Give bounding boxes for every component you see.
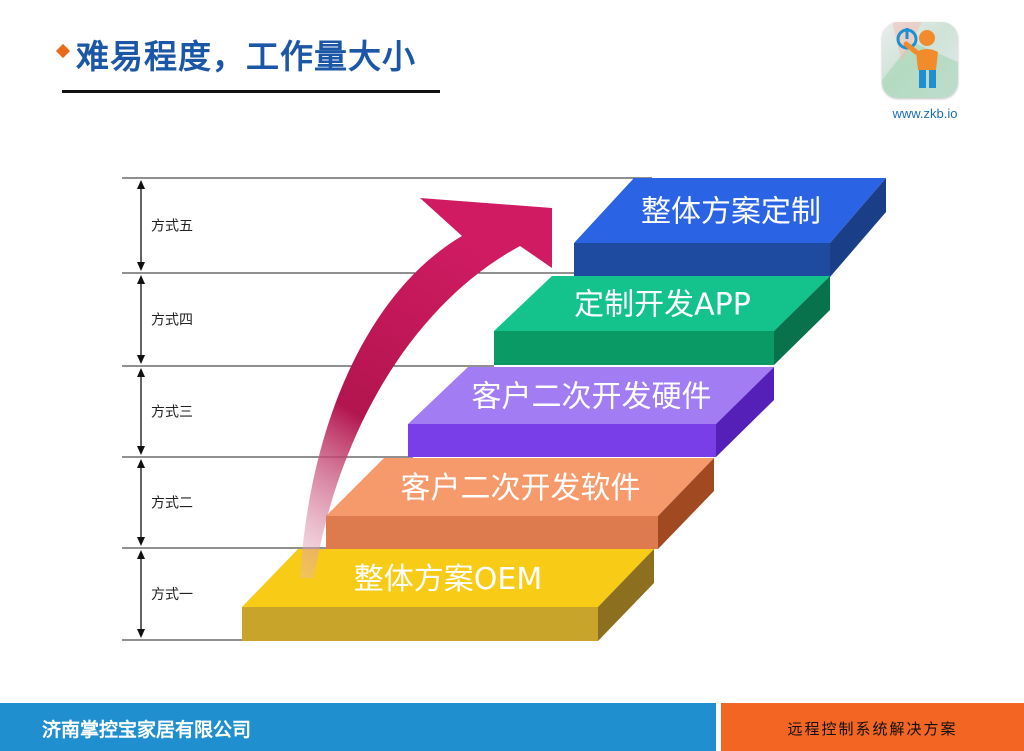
bracket-arrow-up-icon <box>137 550 145 559</box>
level-label: 方式二 <box>151 496 193 512</box>
step-front-face <box>242 607 598 641</box>
level-label: 方式三 <box>151 405 193 421</box>
step-label: 客户二次开发软件 <box>401 471 641 506</box>
bracket-arrow-up-icon <box>137 275 145 284</box>
step-top-face <box>494 276 830 331</box>
step-front-face <box>326 516 658 549</box>
level-label: 方式五 <box>151 219 193 235</box>
stair-step: 定制开发APP <box>494 276 830 365</box>
bracket-arrow-up-icon <box>137 459 145 468</box>
stair-step: 整体方案OEM <box>242 549 654 641</box>
bracket-arrow-down-icon <box>137 355 145 364</box>
step-side-face <box>658 458 714 549</box>
step-label: 整体方案OEM <box>354 562 542 597</box>
step-side-face <box>716 367 774 457</box>
logo-url: www.zkb.io <box>892 106 958 121</box>
bracket-arrow-down-icon <box>137 446 145 455</box>
bracket-arrow-down-icon <box>137 629 145 638</box>
step-front-face <box>408 424 716 457</box>
bracket-arrow-up-icon <box>137 368 145 377</box>
level-label: 方式四 <box>151 313 193 329</box>
company-name: 济南掌控宝家居有限公司 <box>42 719 252 741</box>
stair-step: 客户二次开发硬件 <box>408 367 774 457</box>
step-top-face <box>574 178 886 243</box>
step-label: 整体方案定制 <box>641 195 821 230</box>
step-top-face <box>326 458 714 516</box>
footer-tagline-bar: 远程控制系统解决方案 <box>721 703 1024 751</box>
title-underline <box>62 90 440 93</box>
stair-step: 客户二次开发软件 <box>326 458 714 549</box>
step-side-face <box>830 178 886 277</box>
stair-step: 整体方案定制 <box>574 178 886 277</box>
step-top-face <box>408 367 774 424</box>
step-top-face <box>242 549 654 607</box>
step-label: 定制开发APP <box>574 288 751 323</box>
tagline: 远程控制系统解决方案 <box>787 720 958 738</box>
bracket-arrow-down-icon <box>137 262 145 271</box>
step-front-face <box>574 243 830 277</box>
level-label: 方式一 <box>151 587 193 603</box>
step-front-face <box>494 331 774 365</box>
power-person-icon <box>882 22 958 98</box>
logo <box>882 22 958 98</box>
step-side-face <box>774 276 830 365</box>
bracket-arrow-down-icon <box>137 537 145 546</box>
page-title: 难易程度，工作量大小 <box>76 37 416 76</box>
step-side-face <box>598 549 654 641</box>
bracket-arrow-up-icon <box>137 180 145 189</box>
step-label: 客户二次开发硬件 <box>472 380 712 415</box>
footer-company-bar: 济南掌控宝家居有限公司 <box>0 703 716 751</box>
growth-arrow-icon <box>300 198 552 578</box>
